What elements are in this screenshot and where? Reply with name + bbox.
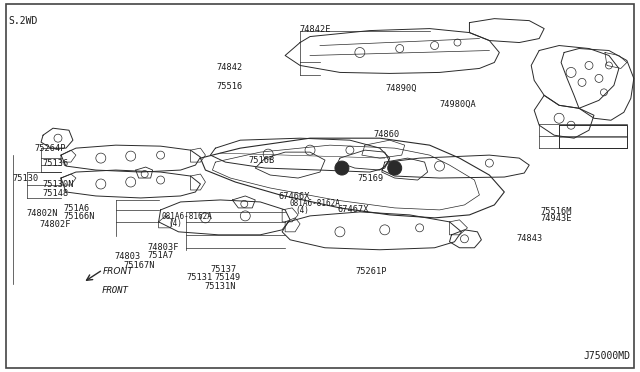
Text: 74980QA: 74980QA: [440, 100, 477, 109]
Text: 75516: 75516: [217, 82, 243, 91]
Text: B: B: [339, 165, 344, 171]
Text: FRONT: FRONT: [103, 267, 134, 276]
Text: FRONT: FRONT: [102, 286, 129, 295]
Text: B: B: [392, 165, 397, 171]
Text: 75137: 75137: [211, 265, 237, 274]
Text: 081A6-8162A: 081A6-8162A: [162, 212, 212, 221]
Text: 75131N: 75131N: [204, 282, 236, 291]
Text: 75169: 75169: [357, 174, 383, 183]
Text: 75136: 75136: [43, 159, 69, 168]
Text: 67467X: 67467X: [338, 205, 369, 214]
Text: 75261P: 75261P: [355, 267, 387, 276]
Text: 74943E: 74943E: [540, 214, 572, 223]
Text: 75148: 75148: [43, 189, 69, 198]
Text: 75130: 75130: [13, 174, 39, 183]
Text: 74842: 74842: [217, 63, 243, 72]
Text: 74843: 74843: [516, 234, 543, 243]
Text: 74842E: 74842E: [300, 25, 331, 34]
Text: 751A6: 751A6: [64, 205, 90, 214]
Text: 75130N: 75130N: [43, 180, 74, 189]
Text: 74890Q: 74890Q: [386, 84, 417, 93]
Text: 74802F: 74802F: [40, 221, 71, 230]
Text: 74803F: 74803F: [148, 243, 179, 251]
Text: 75516M: 75516M: [540, 207, 572, 216]
Text: 74802N: 74802N: [27, 209, 58, 218]
Text: 67466X: 67466X: [278, 192, 310, 201]
Text: 751A7: 751A7: [148, 251, 174, 260]
Text: 75131: 75131: [186, 273, 212, 282]
Text: 74803: 74803: [115, 252, 141, 261]
Circle shape: [335, 161, 349, 175]
Text: J75000MD: J75000MD: [584, 351, 630, 361]
Text: S.2WD: S.2WD: [9, 16, 38, 26]
Text: 75167N: 75167N: [124, 261, 155, 270]
Text: 75166N: 75166N: [64, 212, 95, 221]
Text: 75264P: 75264P: [35, 144, 66, 153]
Text: 7516B: 7516B: [248, 155, 275, 164]
Text: (4): (4): [296, 206, 310, 215]
Text: (4): (4): [168, 219, 182, 228]
Circle shape: [388, 161, 402, 175]
Text: 75149: 75149: [215, 273, 241, 282]
Text: 74860: 74860: [374, 130, 400, 140]
Text: 081A6-8162A: 081A6-8162A: [289, 199, 340, 208]
